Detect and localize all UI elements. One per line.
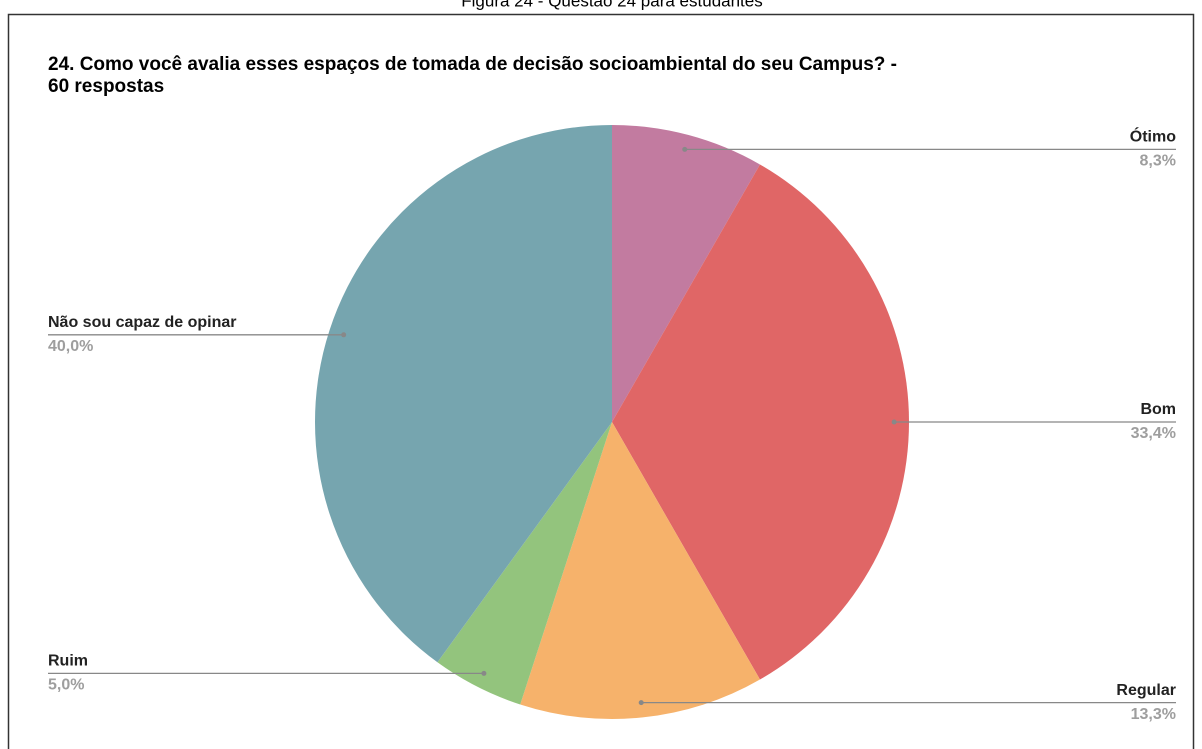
- leader-dot: [682, 146, 688, 152]
- leader-dot: [638, 700, 644, 706]
- data-label: 40,0%: [48, 338, 93, 355]
- pie-slice: [520, 422, 760, 720]
- data-label: 13,3%: [1131, 706, 1176, 723]
- leader-dot: [481, 670, 487, 676]
- legend-label: Não sou capaz de opinar: [48, 314, 236, 331]
- caption: Figura 24 - Questão 24 para estudantes: [461, 0, 762, 10]
- legend-label: Ruim: [48, 653, 88, 670]
- legend-label: Bom: [1140, 401, 1176, 418]
- data-label: 8,3%: [1140, 153, 1176, 170]
- frame: [7, 13, 1195, 749]
- pie-slice: [612, 125, 760, 422]
- pie-slice: [612, 164, 910, 680]
- chart-title: 24. Como você avalia esses espaços de to…: [48, 54, 897, 75]
- pie-slice: [315, 125, 612, 663]
- data-label: 33,4%: [1131, 425, 1176, 442]
- legend-label: Ótimo: [1130, 127, 1176, 146]
- legend-label: Regular: [1116, 682, 1176, 699]
- chart-title: 60 respostas: [48, 76, 164, 97]
- leader-dot: [891, 419, 897, 425]
- leader-dot: [341, 332, 347, 338]
- pie-slice: [437, 422, 612, 705]
- data-label: 5,0%: [48, 677, 84, 694]
